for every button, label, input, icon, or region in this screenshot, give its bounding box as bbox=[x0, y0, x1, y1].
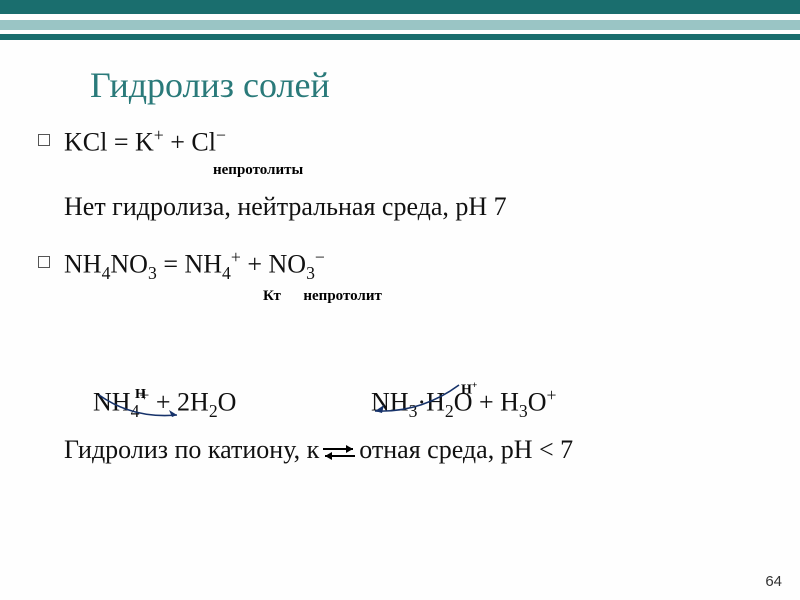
sublabel-1: непротолиты bbox=[213, 162, 770, 179]
curved-arrow-right-icon bbox=[371, 383, 521, 417]
final-line: Гидролиз по катиону, к отная среда, рН <… bbox=[64, 435, 770, 465]
final-pre: Гидролиз по катиону, к bbox=[64, 435, 319, 464]
page-number: 64 bbox=[765, 573, 782, 590]
bullet-icon bbox=[38, 134, 50, 146]
text-line-2: Нет гидролиза, нейтральная среда, рН 7 bbox=[64, 189, 770, 224]
curved-arrow-left-icon bbox=[93, 391, 183, 421]
final-post: отная среда, рН < 7 bbox=[359, 435, 573, 464]
header-bar-1 bbox=[0, 0, 800, 14]
bullet-row-2: NH4NO3 = NH4+ + NO3− bbox=[38, 246, 770, 286]
header-bar-3 bbox=[0, 20, 800, 30]
equation-1: KCl = K+ + Cl− bbox=[64, 124, 226, 160]
equilibrium-arrows-icon bbox=[319, 442, 359, 462]
sublabel-2: Кт непротолит bbox=[263, 288, 770, 305]
reaction-equation: H H+ NH4+ + 2H2O NH3·H2O + H3O+ bbox=[93, 385, 770, 427]
content-area: KCl = K+ + Cl− непротолиты Нет гидролиза… bbox=[38, 124, 770, 465]
bullet-row-1: KCl = K+ + Cl− bbox=[38, 124, 770, 160]
header-bars bbox=[0, 0, 800, 40]
equation-2: NH4NO3 = NH4+ + NO3− bbox=[64, 246, 325, 286]
slide-title: Гидролиз солей bbox=[90, 64, 800, 106]
bullet-icon bbox=[38, 256, 50, 268]
header-bar-5 bbox=[0, 34, 800, 40]
